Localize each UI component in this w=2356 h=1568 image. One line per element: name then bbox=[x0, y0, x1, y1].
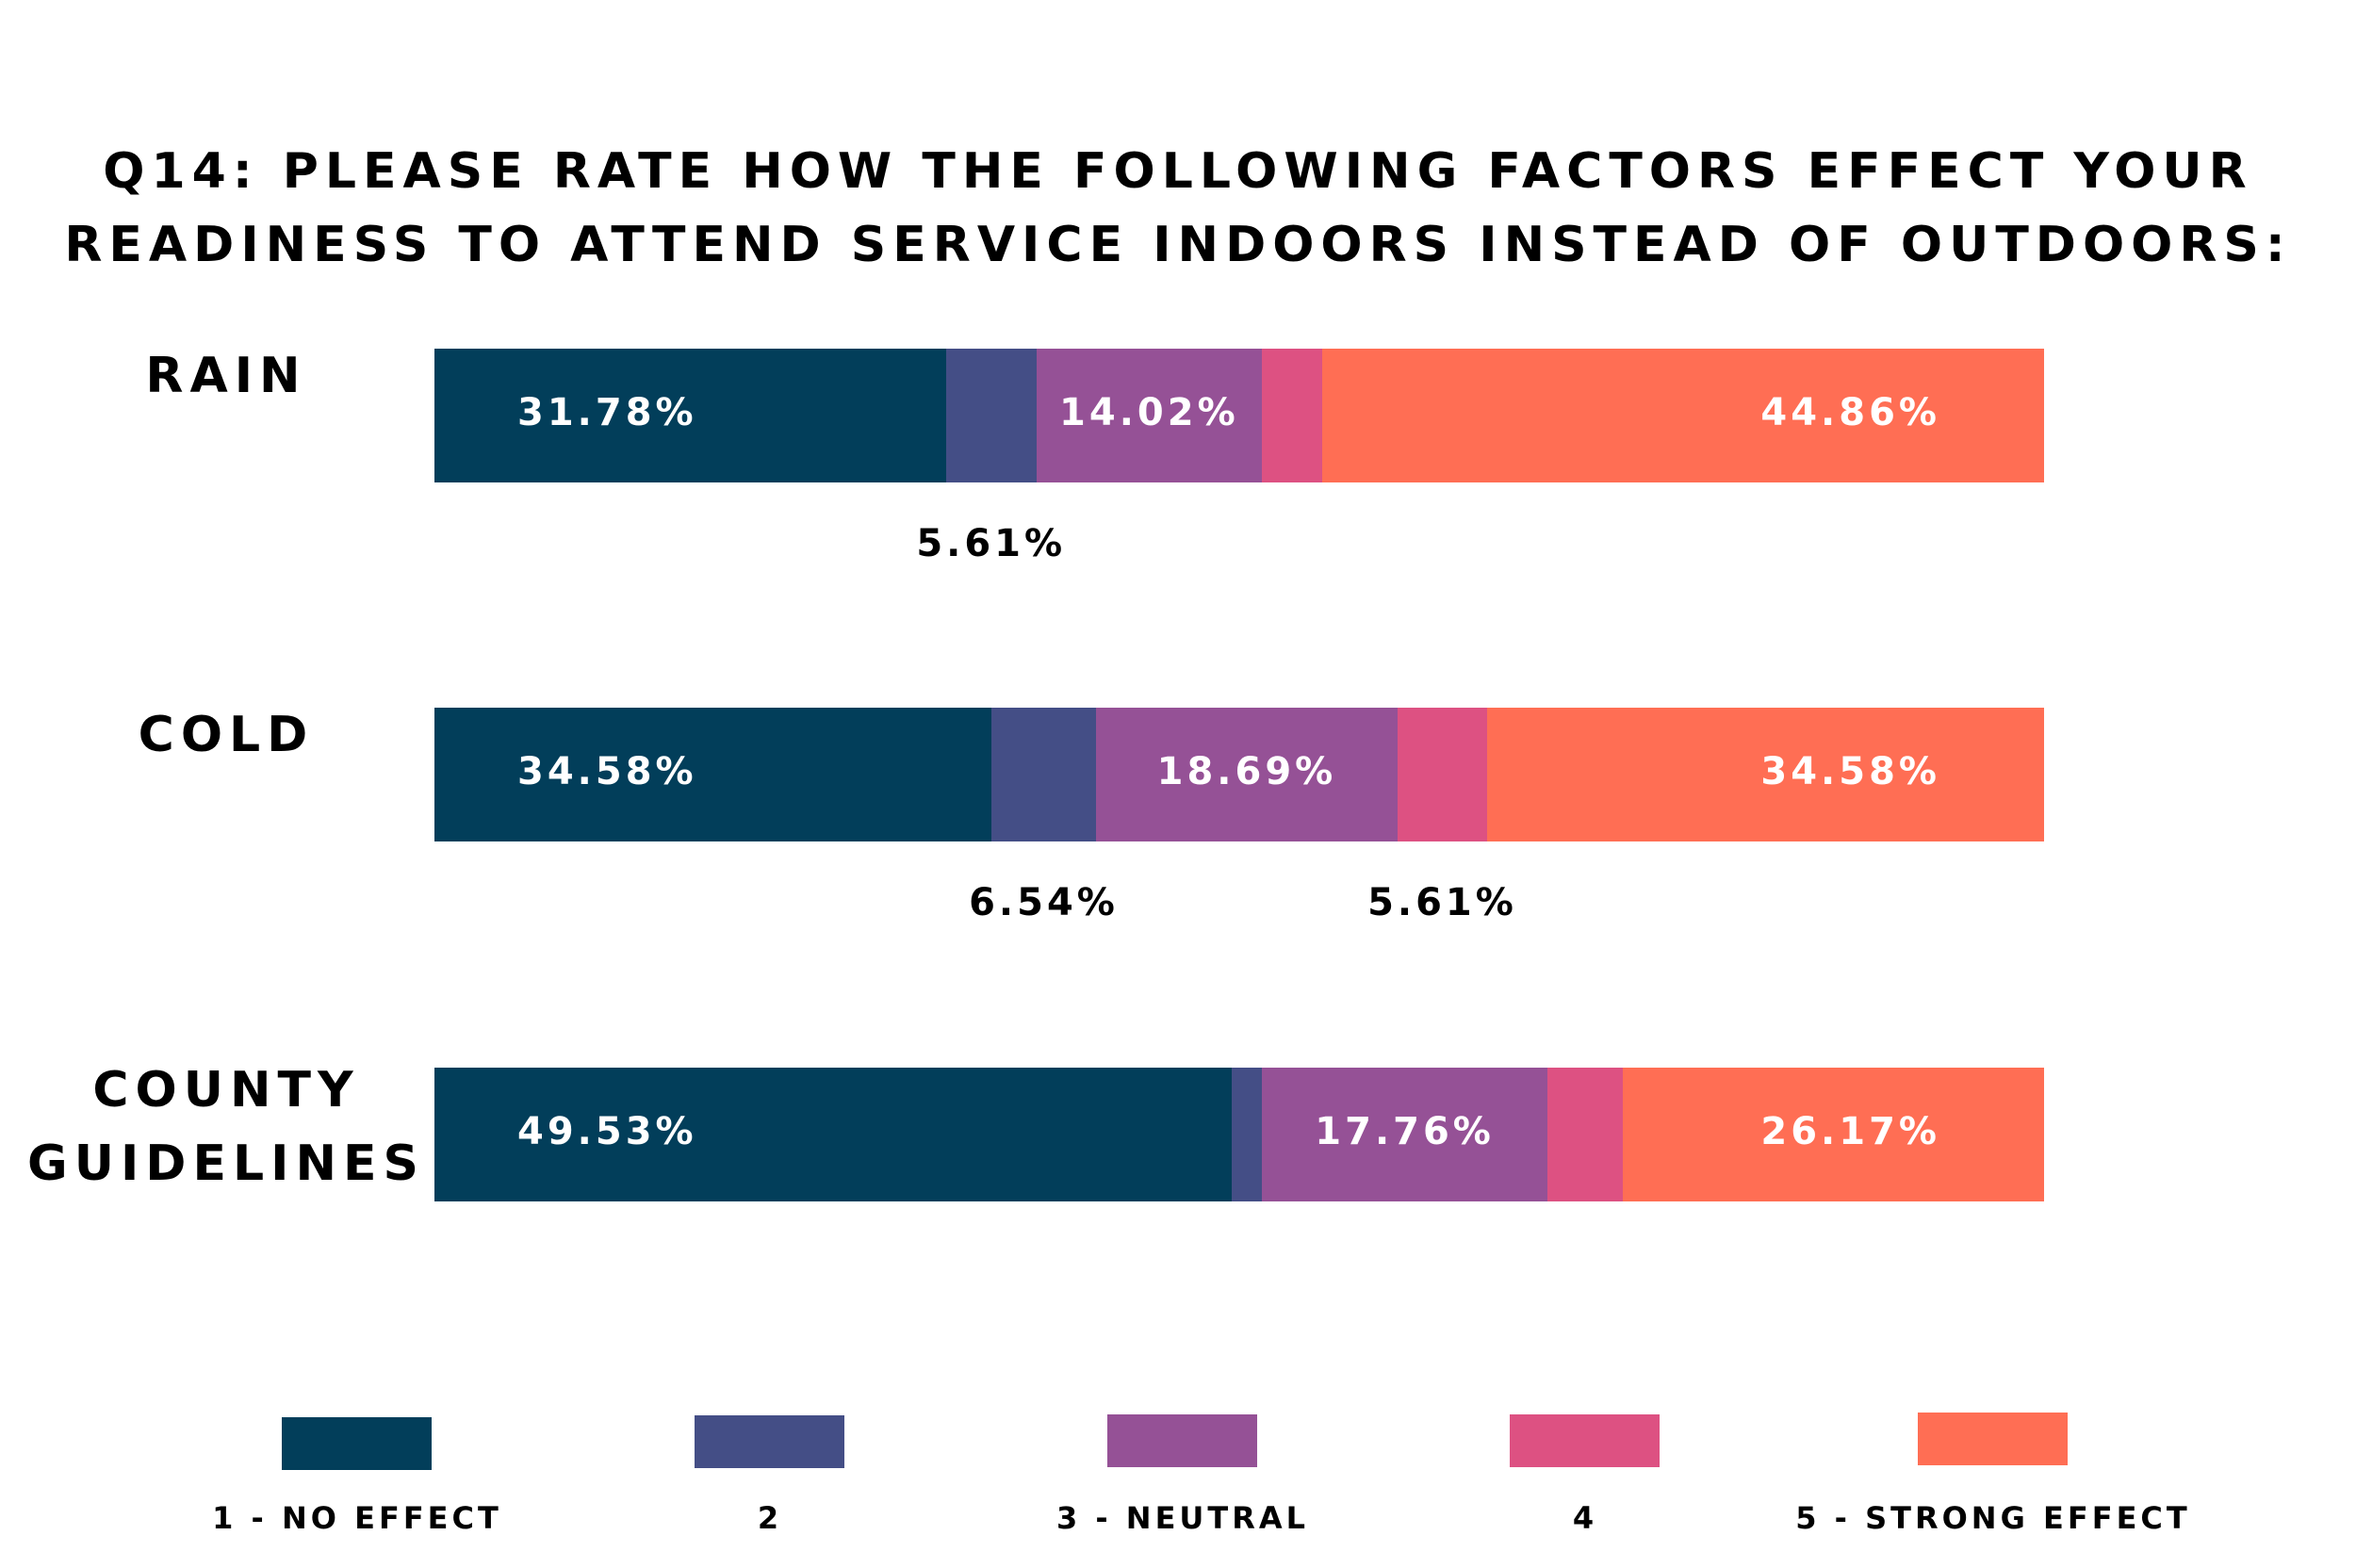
category-label: COLD bbox=[19, 698, 434, 772]
category-label-line: COLD bbox=[138, 707, 315, 763]
legend-label: 2 bbox=[757, 1500, 783, 1536]
legend-swatch bbox=[1510, 1414, 1660, 1467]
bar-segment bbox=[1547, 1068, 1624, 1201]
data-label: 18.69% bbox=[1156, 750, 1337, 793]
data-label: 34.58% bbox=[517, 750, 697, 793]
chart-title-line-2: READINESS TO ATTEND SERVICE INDOORS INST… bbox=[64, 217, 2292, 273]
bar-segment bbox=[1096, 708, 1399, 841]
bar-segment bbox=[1397, 708, 1488, 841]
legend-swatch bbox=[695, 1415, 844, 1468]
legend-label: 5 - STRONG EFFECT bbox=[1795, 1500, 2191, 1536]
data-label: 44.86% bbox=[1760, 391, 1940, 434]
bar-segment bbox=[1321, 349, 2045, 482]
category-label-line: GUIDELINES bbox=[27, 1135, 425, 1192]
data-label: 34.58% bbox=[1760, 750, 1940, 793]
legend-swatch bbox=[1107, 1414, 1257, 1467]
legend-label: 3 - NEUTRAL bbox=[1055, 1500, 1310, 1536]
bar-segment bbox=[434, 349, 947, 482]
legend-label: 1 - NO EFFECT bbox=[212, 1500, 502, 1536]
category-label-line: RAIN bbox=[145, 348, 307, 404]
data-label: 17.76% bbox=[1315, 1110, 1495, 1153]
legend-swatch bbox=[1918, 1413, 2068, 1465]
bar-segment bbox=[1623, 1068, 2045, 1201]
data-label: 5.61% bbox=[1367, 881, 1517, 924]
chart-title-line-1: Q14: PLEASE RATE HOW THE FOLLOWING FACTO… bbox=[103, 143, 2253, 200]
bar-segment bbox=[434, 1068, 1233, 1201]
bar-cold: 34.58% 18.69% 34.58% bbox=[434, 708, 2045, 841]
data-label: 14.02% bbox=[1059, 391, 1239, 434]
data-label: 26.17% bbox=[1760, 1110, 1940, 1153]
bar-segment bbox=[990, 708, 1097, 841]
data-label: 31.78% bbox=[517, 391, 697, 434]
bar-rain: 31.78% 14.02% 44.86% bbox=[434, 349, 2045, 482]
bar-segment bbox=[434, 708, 992, 841]
bar-segment bbox=[1231, 1068, 1263, 1201]
bar-segment bbox=[1487, 708, 2045, 841]
legend-label: 4 bbox=[1572, 1500, 1598, 1536]
category-label: RAIN bbox=[19, 339, 434, 413]
data-label: 49.53% bbox=[517, 1110, 697, 1153]
bar-segment bbox=[1262, 349, 1323, 482]
legend-swatch bbox=[282, 1417, 432, 1470]
data-label: 5.61% bbox=[916, 522, 1067, 565]
data-label: 6.54% bbox=[969, 881, 1119, 924]
bar-segment bbox=[1036, 349, 1263, 482]
category-label-line: COUNTY bbox=[92, 1062, 360, 1119]
category-label: COUNTY GUIDELINES bbox=[19, 1054, 434, 1200]
bar-segment bbox=[945, 349, 1038, 482]
bar-county-guidelines: 49.53% 17.76% 26.17% bbox=[434, 1068, 2045, 1201]
bar-segment bbox=[1261, 1068, 1548, 1201]
